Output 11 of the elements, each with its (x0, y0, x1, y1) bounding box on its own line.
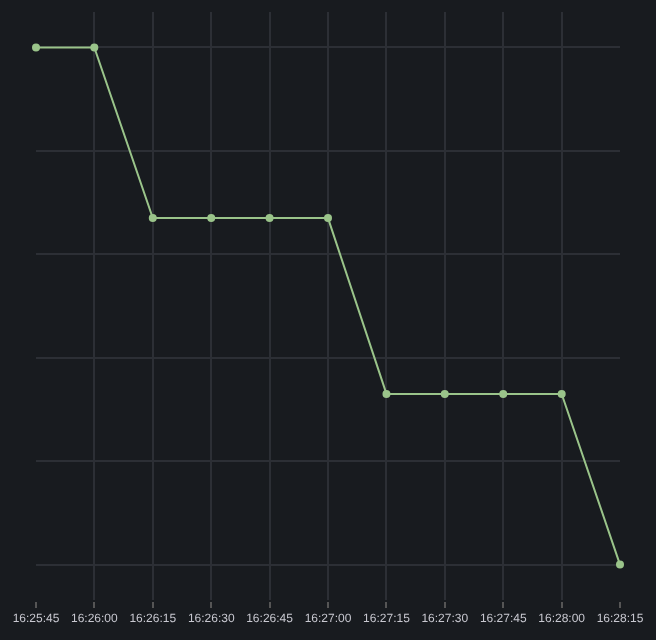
point (616, 560, 624, 569)
point (32, 43, 40, 52)
point (324, 214, 332, 223)
point (499, 389, 508, 398)
point (148, 214, 157, 223)
point (440, 389, 449, 398)
point (265, 214, 274, 223)
point (207, 214, 216, 223)
point (382, 389, 391, 398)
point (90, 43, 99, 52)
point (557, 389, 566, 398)
